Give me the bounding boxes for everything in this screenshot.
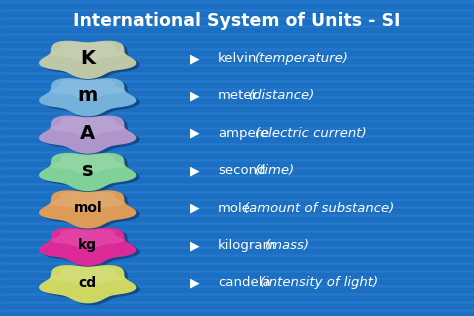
- Polygon shape: [51, 117, 124, 136]
- Bar: [0, 115, 474, 118]
- Polygon shape: [51, 267, 124, 286]
- Text: ▶: ▶: [190, 127, 199, 140]
- Bar: [0, 107, 474, 111]
- Polygon shape: [42, 117, 140, 156]
- Bar: [0, 272, 474, 276]
- Text: (time): (time): [255, 164, 295, 177]
- Text: (amount of substance): (amount of substance): [244, 202, 394, 215]
- Bar: [0, 193, 474, 198]
- Polygon shape: [39, 41, 137, 79]
- Bar: [0, 99, 474, 103]
- Polygon shape: [39, 78, 137, 116]
- Text: A: A: [80, 124, 95, 143]
- Text: kg: kg: [78, 239, 97, 252]
- Bar: [0, 281, 474, 284]
- Bar: [0, 296, 474, 300]
- Bar: [0, 44, 474, 47]
- Text: second: second: [218, 164, 265, 177]
- Bar: [0, 257, 474, 261]
- Polygon shape: [39, 115, 137, 154]
- Text: ▶: ▶: [190, 89, 199, 102]
- Bar: [0, 146, 474, 150]
- Bar: [0, 67, 474, 71]
- Polygon shape: [51, 42, 124, 61]
- Bar: [0, 52, 474, 55]
- Text: K: K: [80, 49, 95, 68]
- Text: International System of Units - SI: International System of Units - SI: [73, 12, 401, 29]
- Polygon shape: [42, 155, 140, 193]
- Text: ▶: ▶: [190, 202, 199, 215]
- Bar: [0, 233, 474, 237]
- Text: mol: mol: [73, 201, 102, 215]
- Bar: [0, 185, 474, 190]
- Text: ▶: ▶: [190, 276, 199, 289]
- Text: kelvin: kelvin: [218, 52, 257, 65]
- Text: s: s: [82, 161, 93, 180]
- Polygon shape: [42, 192, 140, 230]
- Bar: [0, 27, 474, 32]
- Bar: [0, 131, 474, 134]
- Polygon shape: [51, 80, 124, 99]
- Bar: [0, 162, 474, 166]
- Polygon shape: [39, 228, 137, 266]
- Bar: [0, 75, 474, 79]
- Bar: [0, 209, 474, 213]
- Text: ▶: ▶: [190, 164, 199, 177]
- Bar: [0, 304, 474, 308]
- Bar: [0, 265, 474, 269]
- Polygon shape: [51, 229, 124, 248]
- Text: (intensity of light): (intensity of light): [260, 276, 378, 289]
- Text: kilogram: kilogram: [218, 239, 276, 252]
- Bar: [0, 123, 474, 126]
- Text: (electric current): (electric current): [255, 127, 366, 140]
- Text: candela: candela: [218, 276, 271, 289]
- Text: ampere: ampere: [218, 127, 269, 140]
- Bar: [0, 202, 474, 205]
- Bar: [0, 83, 474, 87]
- Bar: [0, 288, 474, 292]
- Polygon shape: [42, 267, 140, 305]
- Bar: [0, 217, 474, 221]
- Text: ▶: ▶: [190, 52, 199, 65]
- Text: ▶: ▶: [190, 239, 199, 252]
- Bar: [0, 59, 474, 63]
- Bar: [0, 312, 474, 316]
- Polygon shape: [51, 192, 124, 211]
- Polygon shape: [51, 155, 124, 173]
- Polygon shape: [39, 153, 137, 191]
- Text: (temperature): (temperature): [255, 52, 348, 65]
- Polygon shape: [39, 190, 137, 228]
- Bar: [0, 20, 474, 24]
- Bar: [0, 178, 474, 182]
- Bar: [0, 4, 474, 8]
- Bar: [0, 225, 474, 229]
- Text: (mass): (mass): [265, 239, 310, 252]
- Bar: [0, 36, 474, 40]
- Text: m: m: [78, 86, 98, 105]
- Bar: [0, 170, 474, 174]
- Bar: [0, 12, 474, 16]
- Polygon shape: [42, 80, 140, 118]
- Polygon shape: [39, 265, 137, 303]
- Text: meter: meter: [218, 89, 258, 102]
- Polygon shape: [42, 229, 140, 268]
- Bar: [0, 241, 474, 245]
- Bar: [0, 154, 474, 158]
- Text: (distance): (distance): [249, 89, 315, 102]
- Bar: [0, 249, 474, 253]
- Text: mole: mole: [218, 202, 251, 215]
- Bar: [0, 91, 474, 95]
- Text: cd: cd: [79, 276, 97, 290]
- Polygon shape: [42, 43, 140, 81]
- Bar: [0, 138, 474, 142]
